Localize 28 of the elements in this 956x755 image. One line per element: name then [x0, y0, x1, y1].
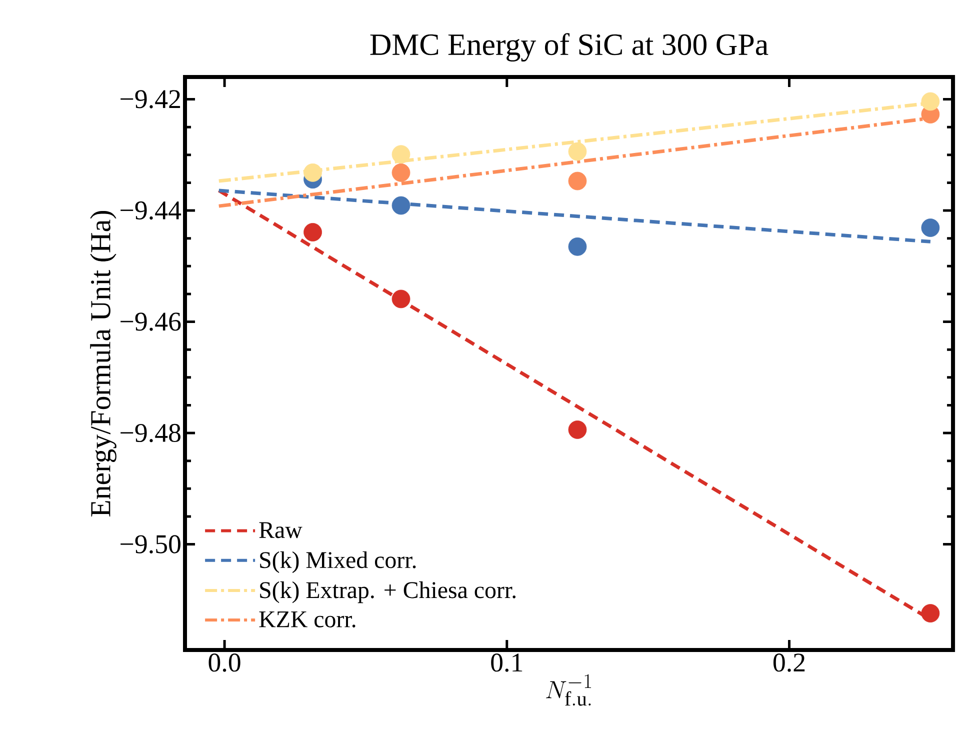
y-tick-label: −9.50 [120, 535, 180, 554]
point [568, 172, 587, 190]
legend-label: KZK corr. [259, 611, 356, 628]
point [921, 92, 940, 111]
point [392, 196, 410, 215]
point [921, 604, 940, 622]
point [392, 163, 410, 182]
point [921, 218, 940, 237]
x-axis-title: $N_{\mathrm{f.u.}}^{-1}$ [546, 674, 592, 706]
y-tick-label: −9.46 [120, 312, 181, 331]
x-tick-label: 0.1 [491, 654, 522, 672]
point [392, 145, 410, 164]
x-tick-label: 0.0 [208, 654, 240, 672]
point [392, 290, 410, 308]
legend-label: S(k) Extrap. + Chiesa corr. [260, 581, 516, 604]
point [568, 237, 587, 256]
point [568, 142, 587, 161]
point [304, 163, 322, 182]
legend-label: Raw [259, 522, 302, 538]
x-tick-label: 0.2 [773, 654, 805, 672]
y-axis-title: Energy/Formula Unit (Ha) [90, 210, 116, 516]
y-tick-label: −9.42 [120, 90, 180, 108]
point [304, 223, 322, 242]
legend-label: S(k) Mixed corr. [260, 551, 416, 574]
y-tick-label: −9.44 [120, 201, 182, 220]
point [568, 420, 587, 439]
chart-title: DMC Energy of SiC at 300 GPa [370, 33, 768, 62]
y-tick-label: −9.48 [120, 424, 180, 442]
